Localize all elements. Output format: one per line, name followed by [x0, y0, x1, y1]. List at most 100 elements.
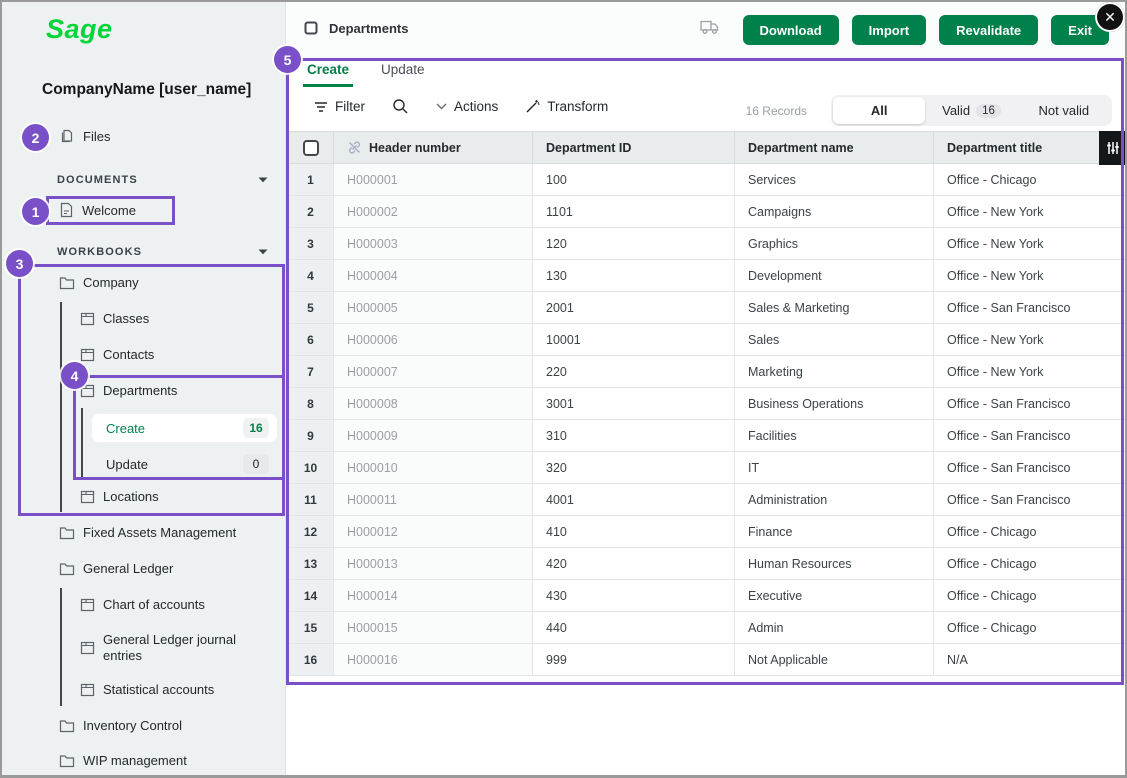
header-number-cell[interactable]: H000006 — [333, 323, 533, 356]
department-name-cell[interactable]: Admin — [734, 611, 934, 644]
row-number-cell[interactable]: 16 — [287, 643, 334, 676]
department-name-cell[interactable]: Finance — [734, 515, 934, 548]
header-number-cell[interactable]: H000005 — [333, 291, 533, 324]
table-row[interactable]: 7 H000007 220 Marketing Office - New York — [287, 355, 1125, 388]
row-number-cell[interactable]: 15 — [287, 611, 334, 644]
sidebar-item-gl-journal-entries[interactable]: General Ledger journal entries — [80, 632, 260, 665]
table-row[interactable]: 5 H000005 2001 Sales & Marketing Office - Sa… — [287, 291, 1125, 324]
segment-valid[interactable]: Valid 16 — [925, 97, 1017, 124]
department-title-cell[interactable]: Office - San Francisco — [933, 451, 1125, 484]
header-number-cell[interactable]: H000015 — [333, 611, 533, 644]
department-title-cell[interactable]: Office - New York — [933, 227, 1125, 260]
header-number-cell[interactable]: H000013 — [333, 547, 533, 580]
department-title-cell[interactable]: Office - San Francisco — [933, 483, 1125, 516]
sidebar-item-chart-of-accounts[interactable]: Chart of accounts — [80, 597, 205, 612]
sidebar-item-files[interactable]: Files — [59, 128, 110, 144]
department-id-cell[interactable]: 130 — [532, 259, 735, 292]
department-id-cell[interactable]: 410 — [532, 515, 735, 548]
tab-update[interactable]: Update — [381, 62, 425, 77]
row-number-cell[interactable]: 4 — [287, 259, 334, 292]
department-name-cell[interactable]: Facilities — [734, 419, 934, 452]
header-number-cell[interactable]: H000012 — [333, 515, 533, 548]
sidebar-item-locations[interactable]: Locations — [80, 489, 159, 504]
sidebar-item-inventory-control[interactable]: Inventory Control — [59, 718, 182, 733]
revalidate-button[interactable]: Revalidate — [939, 15, 1039, 45]
department-title-cell[interactable]: Office - San Francisco — [933, 291, 1125, 324]
row-number-cell[interactable]: 5 — [287, 291, 334, 324]
column-header-header-number[interactable]: Header number — [333, 131, 533, 164]
department-id-cell[interactable]: 430 — [532, 579, 735, 612]
sidebar-item-update[interactable]: Update 0 — [92, 450, 277, 478]
sidebar-item-contacts[interactable]: Contacts — [80, 347, 154, 362]
department-id-cell[interactable]: 440 — [532, 611, 735, 644]
department-id-cell[interactable]: 320 — [532, 451, 735, 484]
header-number-cell[interactable]: H000004 — [333, 259, 533, 292]
department-title-cell[interactable]: Office - New York — [933, 259, 1125, 292]
header-number-cell[interactable]: H000007 — [333, 355, 533, 388]
table-row[interactable]: 14 H000014 430 Executive Office - Chicago — [287, 579, 1125, 612]
table-row[interactable]: 12 H000012 410 Finance Office - Chicago — [287, 515, 1125, 548]
department-title-cell[interactable]: Office - Chicago — [933, 163, 1125, 196]
department-id-cell[interactable]: 4001 — [532, 483, 735, 516]
row-number-cell[interactable]: 13 — [287, 547, 334, 580]
chevron-down-icon[interactable] — [257, 176, 269, 184]
row-number-cell[interactable]: 7 — [287, 355, 334, 388]
department-title-cell[interactable]: Office - New York — [933, 195, 1125, 228]
header-number-cell[interactable]: H000009 — [333, 419, 533, 452]
select-all-checkbox[interactable] — [302, 139, 319, 156]
chevron-down-icon[interactable] — [257, 248, 269, 256]
header-number-cell[interactable]: H000014 — [333, 579, 533, 612]
filter-button[interactable]: Filter — [314, 99, 365, 114]
department-name-cell[interactable]: Sales & Marketing — [734, 291, 934, 324]
table-row[interactable]: 9 H000009 310 Facilities Office - San Franci… — [287, 419, 1125, 452]
row-number-cell[interactable]: 14 — [287, 579, 334, 612]
department-name-cell[interactable]: Sales — [734, 323, 934, 356]
table-row[interactable]: 3 H000003 120 Graphics Office - New York — [287, 227, 1125, 260]
segment-not-valid[interactable]: Not valid — [1038, 103, 1090, 118]
header-number-cell[interactable]: H000003 — [333, 227, 533, 260]
department-title-cell[interactable]: Office - Chicago — [933, 515, 1125, 548]
department-title-cell[interactable]: Office - Chicago — [933, 547, 1125, 580]
department-title-cell[interactable]: Office - Chicago — [933, 611, 1125, 644]
department-id-cell[interactable]: 100 — [532, 163, 735, 196]
department-id-cell[interactable]: 2001 — [532, 291, 735, 324]
column-header-department-id[interactable]: Department ID — [532, 131, 735, 164]
table-row[interactable]: 16 H000016 999 Not Applicable N/A — [287, 643, 1125, 676]
department-name-cell[interactable]: Administration — [734, 483, 934, 516]
department-id-cell[interactable]: 1101 — [532, 195, 735, 228]
department-title-cell[interactable]: Office - San Francisco — [933, 419, 1125, 452]
table-row[interactable]: 11 H000011 4001 Administration Office - San … — [287, 483, 1125, 516]
department-name-cell[interactable]: Campaigns — [734, 195, 934, 228]
column-header-department-name[interactable]: Department name — [734, 131, 934, 164]
row-number-cell[interactable]: 1 — [287, 163, 334, 196]
table-row[interactable]: 8 H000008 3001 Business Operations Office - … — [287, 387, 1125, 420]
table-row[interactable]: 1 H000001 100 Services Office - Chicago — [287, 163, 1125, 196]
sidebar-item-fixed-assets[interactable]: Fixed Assets Management — [59, 525, 236, 540]
row-number-cell[interactable]: 11 — [287, 483, 334, 516]
department-name-cell[interactable]: Development — [734, 259, 934, 292]
table-row[interactable]: 2 H000002 1101 Campaigns Office - New York — [287, 195, 1125, 228]
sidebar-item-classes[interactable]: Classes — [80, 311, 149, 326]
department-title-cell[interactable]: N/A — [933, 643, 1125, 676]
department-name-cell[interactable]: Human Resources — [734, 547, 934, 580]
table-row[interactable]: 4 H000004 130 Development Office - New York — [287, 259, 1125, 292]
sidebar-item-wip-management[interactable]: WIP management — [59, 753, 187, 768]
table-row[interactable]: 13 H000013 420 Human Resources Office - Chic… — [287, 547, 1125, 580]
header-number-cell[interactable]: H000001 — [333, 163, 533, 196]
department-id-cell[interactable]: 999 — [532, 643, 735, 676]
sidebar-item-departments[interactable]: Departments — [80, 383, 177, 398]
department-id-cell[interactable]: 3001 — [532, 387, 735, 420]
department-id-cell[interactable]: 10001 — [532, 323, 735, 356]
department-name-cell[interactable]: Graphics — [734, 227, 934, 260]
close-button[interactable]: ✕ — [1095, 2, 1125, 32]
department-id-cell[interactable]: 420 — [532, 547, 735, 580]
department-name-cell[interactable]: IT — [734, 451, 934, 484]
sidebar-item-create[interactable]: Create 16 — [92, 414, 277, 442]
header-number-cell[interactable]: H000016 — [333, 643, 533, 676]
select-all-header[interactable] — [287, 131, 334, 164]
header-number-cell[interactable]: H000008 — [333, 387, 533, 420]
department-name-cell[interactable]: Services — [734, 163, 934, 196]
table-row[interactable]: 15 H000015 440 Admin Office - Chicago — [287, 611, 1125, 644]
workbooks-section-header[interactable]: WORKBOOKS — [57, 246, 269, 258]
department-title-cell[interactable]: Office - San Francisco — [933, 387, 1125, 420]
